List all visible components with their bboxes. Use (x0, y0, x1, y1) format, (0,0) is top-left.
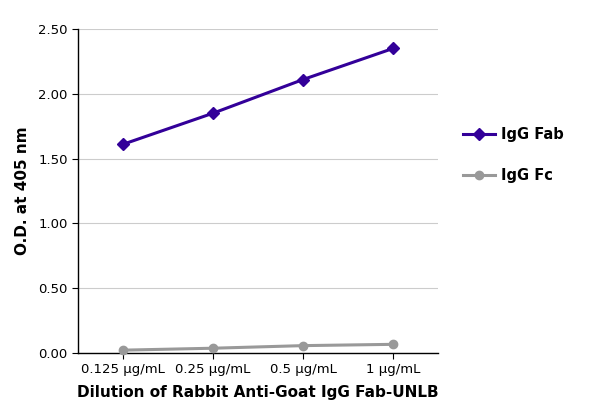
IgG Fc (299, 343, 307, 348)
IgG Fab (389, 46, 397, 51)
Line: IgG Fab: IgG Fab (119, 44, 397, 149)
Y-axis label: O.D. at 405 nm: O.D. at 405 nm (15, 127, 30, 255)
IgG Fab (299, 77, 307, 82)
Legend: IgG Fab, IgG Fc: IgG Fab, IgG Fc (463, 127, 564, 183)
IgG Fab (209, 111, 217, 116)
X-axis label: Dilution of Rabbit Anti-Goat IgG Fab-UNLB: Dilution of Rabbit Anti-Goat IgG Fab-UNL… (77, 385, 439, 400)
IgG Fc (209, 346, 217, 351)
IgG Fc (119, 348, 127, 353)
Line: IgG Fc: IgG Fc (119, 340, 397, 354)
IgG Fab (119, 142, 127, 147)
IgG Fc (389, 342, 397, 347)
